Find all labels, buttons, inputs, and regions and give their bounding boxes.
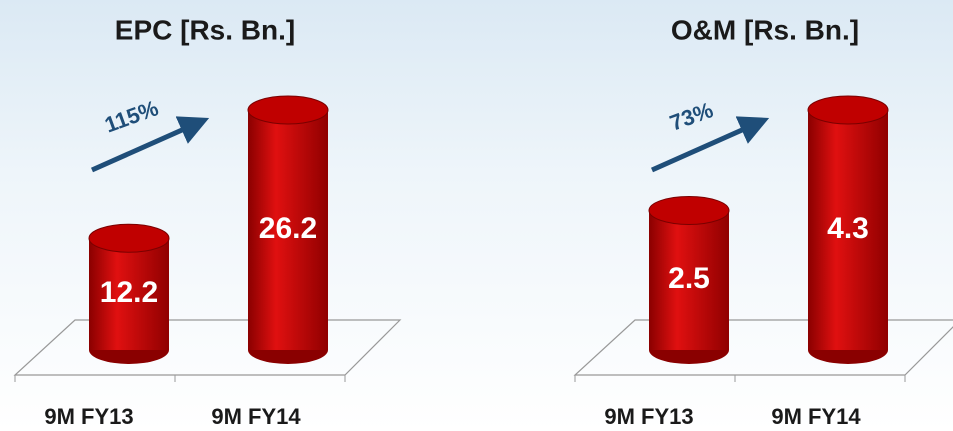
cylinder-top <box>648 195 730 225</box>
chart-title: EPC [Rs. Bn.] <box>115 14 295 45</box>
value-label: 12.2 <box>100 276 158 309</box>
growth-arrow <box>650 116 770 173</box>
cylinder-top <box>247 95 329 125</box>
bar <box>248 110 328 350</box>
x-tick-label: 9M FY14 <box>211 404 301 429</box>
cylinder-top <box>88 223 170 253</box>
bar <box>808 110 888 350</box>
growth-arrow <box>90 116 210 173</box>
bar <box>649 210 729 350</box>
x-tick-label: 9M FY14 <box>771 404 861 429</box>
value-label: 2.5 <box>668 262 710 295</box>
x-tick-label: 9M FY13 <box>604 404 693 429</box>
floor <box>13 319 402 376</box>
chart-title: O&M [Rs. Bn.] <box>671 14 859 45</box>
x-tick-label: 9M FY13 <box>44 404 133 429</box>
floor <box>573 319 953 376</box>
value-label: 26.2 <box>259 212 317 245</box>
cylinder-top <box>807 95 889 125</box>
bar <box>89 238 169 350</box>
value-label: 4.3 <box>827 212 869 245</box>
